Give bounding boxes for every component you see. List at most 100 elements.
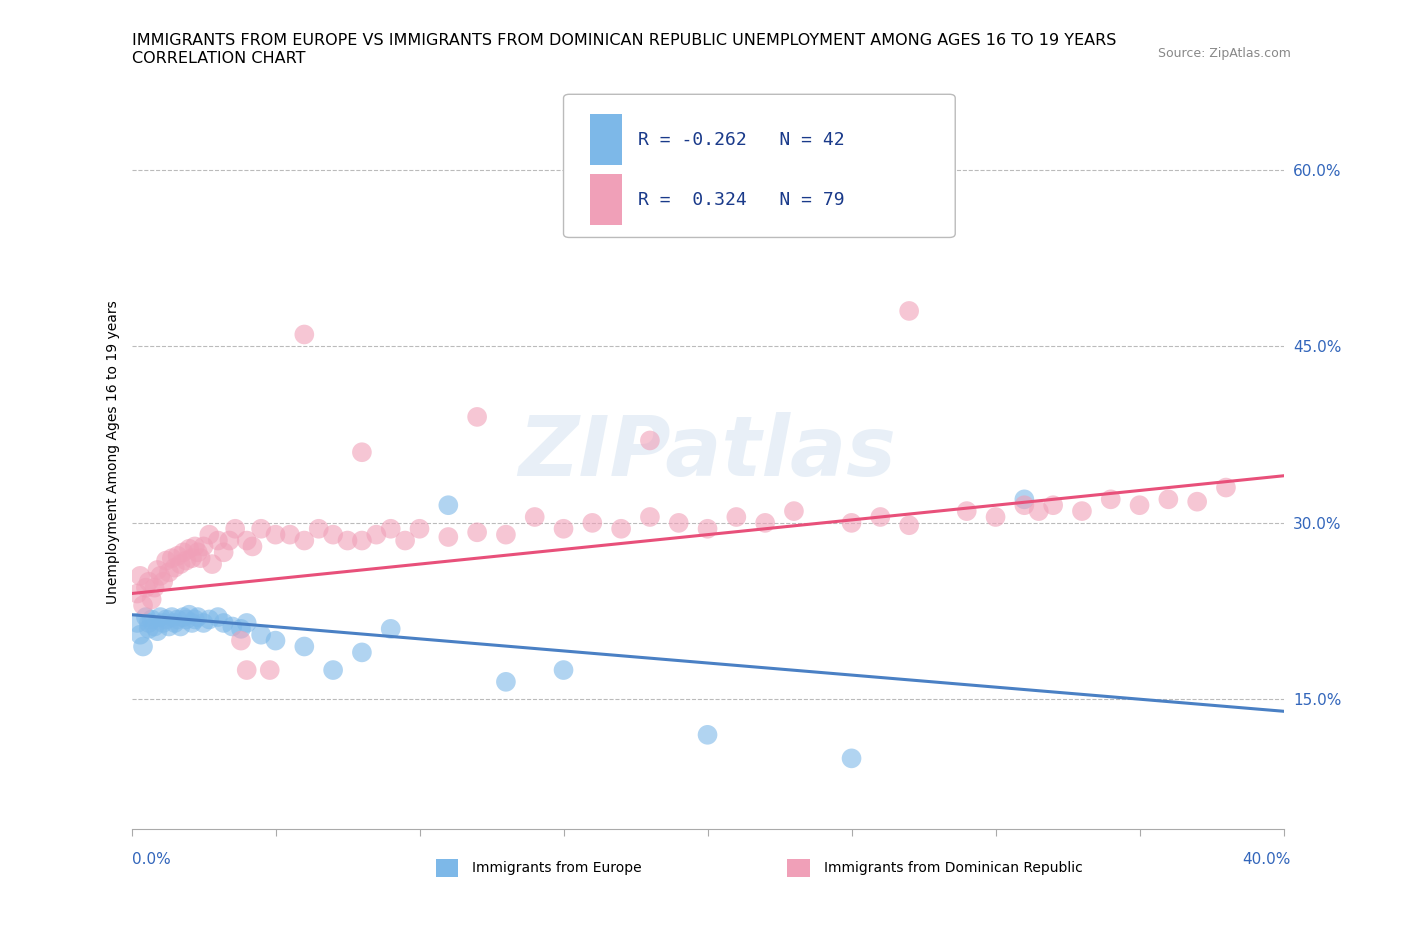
- Point: [278, 527, 301, 542]
- Point: [956, 504, 979, 519]
- Point: [366, 527, 388, 542]
- Point: [149, 610, 172, 625]
- Point: [127, 616, 149, 631]
- Point: [181, 616, 204, 631]
- Point: [184, 612, 207, 627]
- Point: [160, 610, 183, 625]
- Point: [783, 504, 806, 519]
- Point: [198, 527, 221, 542]
- Point: [437, 498, 460, 512]
- Point: [141, 592, 163, 607]
- Point: [696, 522, 718, 537]
- Point: [495, 674, 517, 689]
- Point: [437, 529, 460, 544]
- Point: [157, 619, 180, 634]
- Text: Immigrants from Europe: Immigrants from Europe: [472, 861, 643, 875]
- Point: [754, 515, 776, 530]
- Point: [174, 612, 197, 627]
- Point: [160, 551, 183, 565]
- Point: [207, 610, 229, 625]
- Point: [350, 533, 373, 548]
- Point: [157, 565, 180, 579]
- Point: [218, 533, 240, 548]
- Point: [193, 539, 215, 554]
- Point: [229, 633, 252, 648]
- Y-axis label: Unemployment Among Ages 16 to 19 years: Unemployment Among Ages 16 to 19 years: [107, 300, 121, 604]
- Point: [169, 619, 191, 634]
- Point: [553, 662, 575, 677]
- Point: [235, 616, 257, 631]
- Point: [984, 510, 1007, 525]
- Point: [138, 575, 160, 590]
- Point: [135, 610, 157, 625]
- Point: [898, 518, 921, 533]
- Point: [141, 612, 163, 627]
- Point: [143, 619, 166, 634]
- Point: [138, 616, 160, 631]
- Point: [146, 563, 169, 578]
- Point: [250, 628, 273, 643]
- Point: [127, 586, 149, 601]
- Point: [250, 522, 273, 537]
- Point: [138, 621, 160, 636]
- Point: [668, 515, 690, 530]
- Point: [638, 433, 661, 448]
- Point: [193, 616, 215, 631]
- Text: R = -0.262   N = 42: R = -0.262 N = 42: [638, 130, 845, 149]
- Point: [869, 510, 891, 525]
- Point: [207, 533, 229, 548]
- Point: [146, 624, 169, 639]
- Point: [212, 616, 235, 631]
- Point: [1128, 498, 1150, 512]
- Text: Immigrants from Dominican Republic: Immigrants from Dominican Republic: [824, 861, 1083, 875]
- Point: [1042, 498, 1064, 512]
- Text: CORRELATION CHART: CORRELATION CHART: [132, 51, 305, 66]
- Point: [187, 610, 209, 625]
- Point: [135, 580, 157, 595]
- Text: Source: ZipAtlas.com: Source: ZipAtlas.com: [1157, 46, 1291, 60]
- Point: [172, 545, 194, 560]
- Point: [1099, 492, 1122, 507]
- Point: [292, 533, 315, 548]
- Point: [1028, 504, 1050, 519]
- Point: [350, 445, 373, 459]
- Point: [380, 621, 402, 636]
- Point: [1157, 492, 1180, 507]
- Point: [725, 510, 748, 525]
- Point: [177, 541, 200, 556]
- Point: [132, 639, 155, 654]
- Point: [198, 612, 221, 627]
- Point: [172, 610, 194, 625]
- Point: [163, 616, 186, 631]
- Text: 40.0%: 40.0%: [1243, 852, 1291, 868]
- Point: [190, 551, 212, 565]
- Point: [292, 639, 315, 654]
- Point: [212, 545, 235, 560]
- Text: R =  0.324   N = 79: R = 0.324 N = 79: [638, 191, 845, 209]
- Point: [1071, 504, 1094, 519]
- Point: [242, 539, 264, 554]
- Point: [350, 644, 373, 659]
- Point: [1215, 480, 1237, 495]
- Point: [132, 598, 155, 613]
- Point: [1185, 494, 1208, 509]
- Point: [129, 628, 152, 643]
- Point: [235, 662, 257, 677]
- Point: [696, 727, 718, 742]
- Text: IMMIGRANTS FROM EUROPE VS IMMIGRANTS FROM DOMINICAN REPUBLIC UNEMPLOYMENT AMONG : IMMIGRANTS FROM EUROPE VS IMMIGRANTS FRO…: [132, 33, 1116, 47]
- Point: [155, 553, 177, 568]
- Point: [523, 510, 546, 525]
- FancyBboxPatch shape: [591, 113, 623, 166]
- Point: [322, 527, 344, 542]
- Point: [259, 662, 281, 677]
- Point: [152, 575, 174, 590]
- Point: [408, 522, 430, 537]
- Point: [581, 515, 603, 530]
- Point: [841, 515, 863, 530]
- Point: [129, 568, 152, 583]
- Point: [235, 533, 257, 548]
- Point: [166, 549, 188, 564]
- Point: [229, 621, 252, 636]
- Point: [465, 409, 488, 424]
- Point: [166, 612, 188, 627]
